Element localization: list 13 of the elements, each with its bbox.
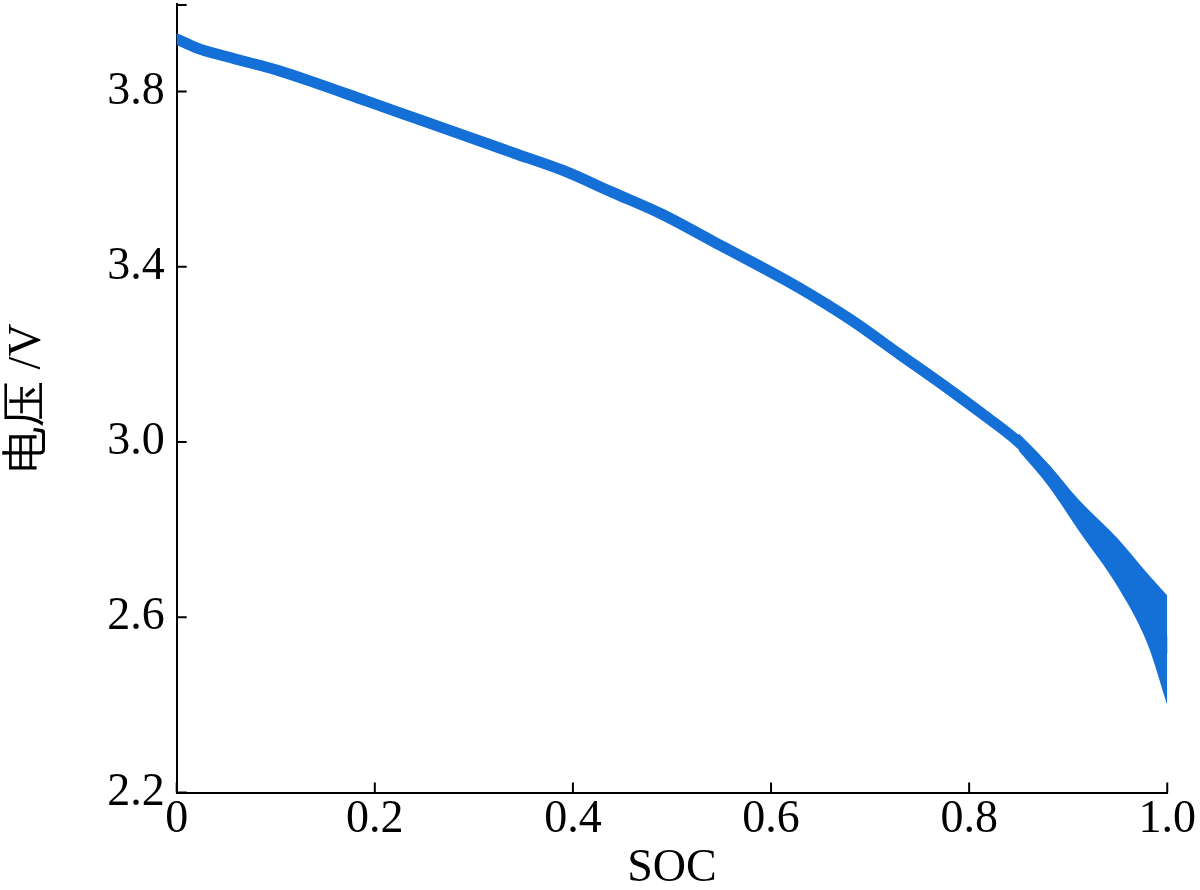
y-tick-label: 3.0 [107, 413, 165, 465]
y-axis-title: 电压 /V [0, 323, 50, 474]
x-tick-label: 0.6 [742, 790, 800, 842]
x-tick-label: 1.0 [1138, 790, 1196, 842]
x-tick-label: 0.4 [544, 790, 602, 842]
y-tick-label: 2.6 [107, 588, 165, 640]
x-tick-label: 0 [165, 790, 189, 842]
x-tick-label: 0.8 [940, 790, 998, 842]
x-axis-title: SOC [627, 840, 717, 890]
y-tick-label: 3.4 [107, 237, 165, 289]
y-tick-label: 3.8 [107, 62, 165, 114]
x-tick-label: 0.2 [346, 790, 404, 842]
y-tick-label: 2.2 [107, 763, 165, 815]
